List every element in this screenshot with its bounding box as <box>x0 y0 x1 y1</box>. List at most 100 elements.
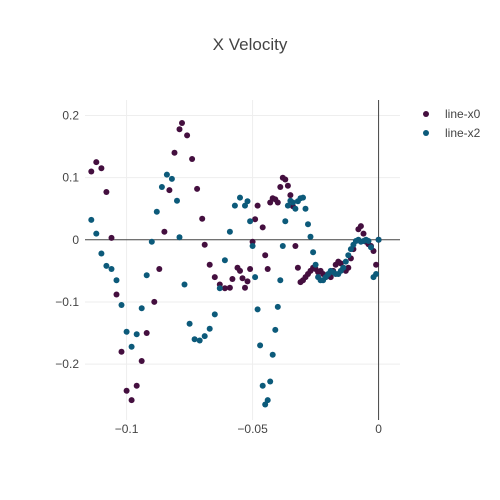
data-point <box>221 257 228 264</box>
data-point <box>302 205 309 212</box>
data-point <box>305 221 311 228</box>
data-point <box>128 343 135 350</box>
x-tick-label: 0 <box>375 422 382 436</box>
data-point <box>368 244 374 251</box>
data-point <box>229 276 236 282</box>
data-point <box>138 305 145 312</box>
legend[interactable]: line-x0 line-x2 <box>423 107 481 140</box>
data-point <box>300 194 306 201</box>
data-point <box>226 284 233 291</box>
data-point <box>357 223 364 230</box>
data-point <box>174 197 180 204</box>
data-point <box>148 238 155 245</box>
data-point <box>166 187 173 194</box>
data-point <box>375 236 382 243</box>
series-line-x2 <box>88 171 382 408</box>
data-point <box>373 261 380 268</box>
data-point <box>206 261 213 268</box>
series-line-x0 <box>88 120 382 404</box>
y-tick-label: 0 <box>72 233 79 247</box>
data-point <box>284 182 291 189</box>
data-point <box>292 205 299 212</box>
data-point <box>269 351 276 358</box>
data-point <box>252 274 259 281</box>
data-point <box>113 291 120 298</box>
data-point <box>176 126 183 133</box>
legend-marker <box>423 111 429 117</box>
data-point <box>158 184 165 190</box>
data-point <box>267 378 274 385</box>
data-point <box>279 243 286 249</box>
data-point <box>196 337 203 344</box>
data-point <box>282 176 289 183</box>
data-point <box>221 285 228 292</box>
data-point <box>133 382 140 389</box>
data-point <box>194 185 201 192</box>
data-point <box>143 272 150 279</box>
data-point <box>292 243 299 249</box>
data-point <box>239 275 246 282</box>
data-point <box>206 325 213 332</box>
y-tick-label: −0.2 <box>55 357 79 371</box>
data-point <box>108 266 115 272</box>
data-point <box>274 303 281 310</box>
data-point <box>103 189 110 195</box>
data-point <box>249 243 256 249</box>
data-point <box>252 216 259 223</box>
data-point <box>171 149 178 156</box>
data-point <box>88 216 95 223</box>
data-point <box>151 298 158 305</box>
data-point <box>98 165 105 172</box>
data-point <box>181 281 188 288</box>
data-point <box>289 199 296 206</box>
x-tick-label: −0.1 <box>115 422 139 436</box>
data-point <box>340 264 347 271</box>
data-point <box>277 277 284 284</box>
data-point <box>161 228 168 235</box>
legend-item-line-x0[interactable]: line-x0 <box>423 107 481 121</box>
y-tick-label: 0.1 <box>62 171 79 185</box>
y-tick-label: 0.2 <box>62 109 79 123</box>
data-point <box>226 228 233 235</box>
legend-label: line-x2 <box>445 126 481 140</box>
data-point <box>184 132 191 139</box>
data-point <box>93 159 100 166</box>
data-point <box>345 264 352 271</box>
legend-label: line-x0 <box>445 107 481 121</box>
data-point <box>284 202 291 209</box>
y-tick-label: −0.1 <box>55 295 79 309</box>
data-point <box>186 320 193 327</box>
data-point <box>113 277 120 284</box>
data-point <box>123 328 130 335</box>
data-point <box>274 199 281 206</box>
data-point <box>244 278 251 285</box>
data-point <box>254 202 261 209</box>
chart-title: X Velocity <box>213 35 288 54</box>
data-point <box>237 267 243 274</box>
data-point <box>259 224 266 231</box>
data-point <box>176 234 183 241</box>
data-point <box>118 348 125 355</box>
legend-item-line-x2[interactable]: line-x2 <box>423 126 481 140</box>
data-point <box>216 285 223 292</box>
data-point <box>237 194 243 201</box>
data-point <box>312 261 319 268</box>
axes <box>85 100 400 420</box>
data-point <box>337 260 344 267</box>
data-point <box>264 266 271 272</box>
data-point <box>231 202 238 209</box>
data-point <box>128 397 135 404</box>
data-point <box>153 208 160 215</box>
data-point <box>133 331 140 338</box>
data-point <box>98 250 105 257</box>
data-point <box>345 252 352 259</box>
data-point <box>201 333 208 340</box>
data-point <box>254 306 261 313</box>
data-point <box>365 238 372 244</box>
data-point <box>244 198 251 205</box>
legend-marker <box>423 130 429 136</box>
x-tick-label: −0.05 <box>237 422 268 436</box>
data-point <box>211 274 218 281</box>
